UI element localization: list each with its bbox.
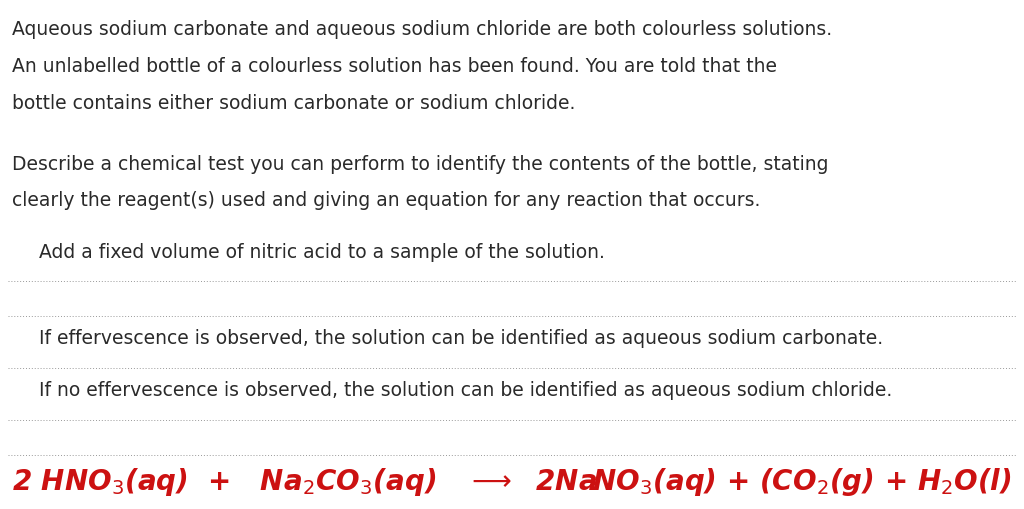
Text: bottle contains either sodium carbonate or sodium chloride.: bottle contains either sodium carbonate … [12,94,575,112]
Text: Aqueous sodium carbonate and aqueous sodium chloride are both colourless solutio: Aqueous sodium carbonate and aqueous sod… [12,20,833,39]
Text: 2 HNO$_3$(aq)  +   Na$_2$CO$_3$(aq)   $\longrightarrow$  2Na$\!$NO$_3$(aq) + (CO: 2 HNO$_3$(aq) + Na$_2$CO$_3$(aq) $\longr… [12,466,1012,498]
Text: If effervescence is observed, the solution can be identified as aqueous sodium c: If effervescence is observed, the soluti… [39,329,883,349]
Text: If no effervescence is observed, the solution can be identified as aqueous sodiu: If no effervescence is observed, the sol… [39,381,892,401]
Text: Add a fixed volume of nitric acid to a sample of the solution.: Add a fixed volume of nitric acid to a s… [39,243,605,262]
Text: Describe a chemical test you can perform to identify the contents of the bottle,: Describe a chemical test you can perform… [12,155,828,174]
Text: clearly the reagent(s) used and giving an equation for any reaction that occurs.: clearly the reagent(s) used and giving a… [12,191,761,210]
Text: An unlabelled bottle of a colourless solution has been found. You are told that : An unlabelled bottle of a colourless sol… [12,57,777,76]
